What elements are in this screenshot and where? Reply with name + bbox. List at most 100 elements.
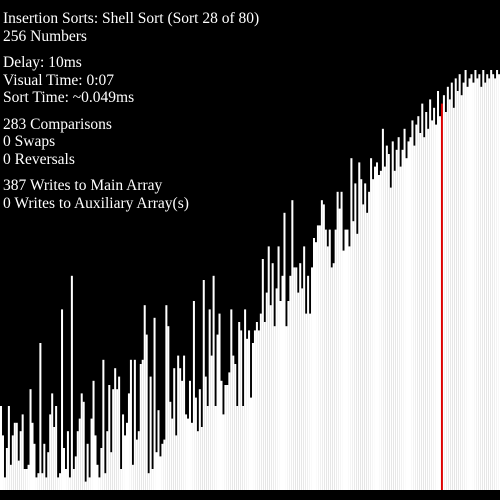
- array-bar: [356, 233, 359, 491]
- array-bar: [399, 166, 402, 490]
- array-bar: [316, 225, 319, 490]
- array-bar: [350, 158, 353, 490]
- array-bar: [332, 263, 335, 490]
- visual-time: Visual Time: 0:07: [3, 71, 115, 89]
- array-bar: [409, 137, 412, 490]
- array-bar: [196, 431, 199, 490]
- array-bar: [281, 275, 284, 490]
- array-bar: [234, 364, 237, 490]
- array-bar: [33, 443, 36, 490]
- array-bar: [293, 267, 296, 490]
- array-bar: [129, 359, 132, 490]
- array-bar: [106, 431, 109, 490]
- array-bar: [0, 406, 3, 490]
- array-bar: [391, 141, 394, 490]
- array-bar: [49, 414, 52, 490]
- array-bar: [415, 124, 418, 490]
- array-bar: [96, 464, 99, 490]
- array-bar: [403, 128, 406, 491]
- array-bar: [387, 154, 390, 490]
- array-bar: [438, 116, 441, 490]
- array-bar: [188, 380, 191, 490]
- array-bar: [452, 107, 455, 491]
- array-bar: [94, 435, 97, 490]
- array-bar: [326, 246, 329, 490]
- array-bar: [45, 477, 48, 490]
- array-bar: [311, 267, 314, 490]
- array-bar: [464, 70, 467, 490]
- array-bar: [72, 469, 75, 490]
- array-bar: [482, 70, 485, 490]
- array-bar: [98, 477, 101, 490]
- array-bar: [226, 385, 229, 490]
- sort-time: Sort Time: ~0.049ms: [3, 89, 135, 106]
- array-bar: [47, 452, 50, 490]
- array-bar: [125, 422, 129, 490]
- array-bar: [277, 246, 280, 490]
- array-bar: [149, 376, 152, 490]
- array-bar: [362, 204, 365, 490]
- array-bar: [366, 212, 369, 491]
- array-bar: [265, 292, 268, 490]
- array-bar: [7, 406, 10, 490]
- main-writes-count: 387 Writes to Main Array: [3, 177, 163, 194]
- array-bar: [494, 78, 497, 491]
- array-bar: [141, 359, 144, 490]
- array-bar: [498, 74, 500, 490]
- array-bar: [5, 448, 8, 490]
- array-bar: [86, 443, 89, 490]
- array-bar: [338, 208, 341, 490]
- array-bar: [204, 376, 207, 490]
- array-bar: [173, 368, 176, 490]
- array-bar: [435, 124, 438, 490]
- array-bar: [37, 473, 40, 490]
- array-bar: [218, 313, 221, 490]
- array-bar: [421, 103, 424, 490]
- array-bar: [183, 355, 186, 490]
- array-bar: [442, 95, 445, 490]
- array-bar: [273, 326, 276, 490]
- array-bar: [456, 91, 459, 490]
- array-bar: [167, 326, 170, 490]
- array-bar: [468, 78, 471, 491]
- array-bar: [246, 338, 249, 490]
- array-bar: [476, 78, 479, 491]
- array-bar: [175, 435, 178, 490]
- array-bar: [76, 431, 79, 490]
- array-bar: [118, 376, 121, 490]
- array-bar: [100, 448, 103, 490]
- array-bar: [283, 212, 286, 491]
- array-bar: [59, 473, 62, 490]
- array-bar: [395, 149, 398, 491]
- array-bar: [80, 393, 83, 490]
- array-bar: [454, 78, 457, 491]
- spacer: [3, 45, 259, 54]
- array-bar: [232, 355, 235, 490]
- array-bar: [425, 112, 428, 490]
- array-bar: [187, 418, 190, 490]
- array-bar: [124, 435, 127, 490]
- array-bar: [139, 364, 142, 490]
- array-bar: [259, 313, 262, 490]
- aux-writes-count: 0 Writes to Auxiliary Array(s): [3, 194, 189, 212]
- array-bar: [478, 74, 481, 490]
- array-bar: [413, 145, 416, 490]
- array-bar: [3, 477, 6, 490]
- array-bar: [228, 372, 231, 490]
- array-bar: [324, 229, 327, 490]
- array-bar: [431, 120, 434, 491]
- array-bar: [84, 481, 87, 490]
- array-bar: [236, 406, 239, 490]
- array-bar: [472, 82, 475, 490]
- array-bar: [318, 225, 321, 490]
- array-bar: [407, 141, 410, 490]
- array-bar: [120, 469, 123, 490]
- array-bar: [370, 158, 373, 490]
- array-bar: [346, 229, 349, 490]
- array-bar: [82, 401, 85, 490]
- array-bar: [192, 301, 195, 490]
- array-bar: [92, 380, 95, 490]
- array-bar: [405, 158, 408, 490]
- array-bar: [194, 397, 197, 490]
- array-bar: [57, 477, 60, 490]
